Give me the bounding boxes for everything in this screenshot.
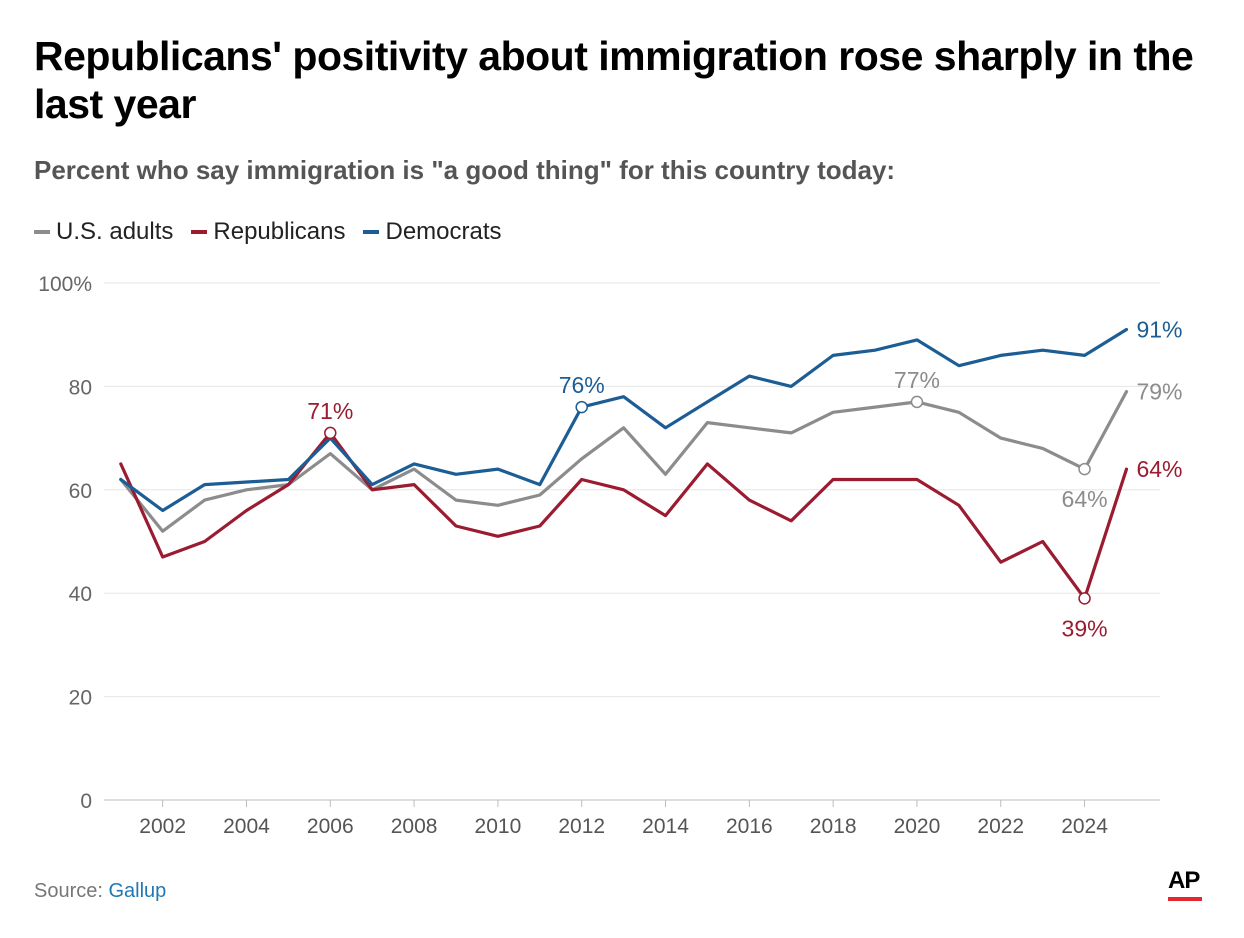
annotation-marker-u-s-adults-2020	[910, 395, 924, 409]
chart-subtitle: Percent who say immigration is "a good t…	[34, 155, 896, 185]
x-tick-label-2010: 2010	[475, 815, 522, 838]
y-tick-label-60: 60	[69, 480, 92, 503]
annotation-marker-republicans-2006	[324, 426, 337, 440]
annotation-label-u-s-adults-2024: 64%	[1062, 486, 1108, 512]
annotation-layer: 71% 76% 77% 64% 39% 91% 79% 64%	[307, 317, 1182, 642]
y-tick-label-80: 80	[69, 376, 92, 399]
x-tick-label-2004: 2004	[223, 815, 270, 838]
legend-swatch-republicans	[191, 230, 208, 234]
legend-swatch-us-adults	[34, 230, 50, 234]
annotation-label-democrats-2025: 91%	[1136, 317, 1182, 343]
ap-logo-text: AP	[1168, 867, 1200, 894]
x-tick-label-2014: 2014	[642, 815, 689, 838]
annotation-label-republicans-2025: 64%	[1136, 456, 1182, 482]
annotation-label-u-s-adults-2020: 77%	[894, 367, 940, 393]
x-tick-label-2016: 2016	[726, 815, 773, 838]
x-tick-label-2024: 2024	[1061, 815, 1108, 838]
annotation-marker-republicans-2024	[1078, 592, 1091, 605]
chart-title: Republicans' positivity about immigratio…	[34, 33, 1194, 127]
series-line-u-s-adults	[119, 390, 1129, 533]
grid-layer: 0 20 40 60 80 100%	[38, 273, 1160, 813]
x-tick-label-2006: 2006	[307, 815, 354, 838]
annotation-label-u-s-adults-2025: 79%	[1136, 379, 1182, 405]
legend-item-us-adults: U.S. adults	[34, 218, 173, 246]
series-line-republicans	[119, 431, 1129, 601]
y-tick-label-20: 20	[69, 687, 92, 710]
x-axis: 2002 2004 2006 2008 2010 2012 2014 2016 2018 2020…	[139, 800, 1108, 838]
legend-label-democrats: Democrats	[385, 218, 502, 245]
annotation-label-republicans-2024: 39%	[1062, 615, 1108, 641]
x-tick-label-2022: 2022	[977, 815, 1024, 838]
series-layer	[119, 327, 1129, 601]
ap-logo: AP	[1168, 868, 1202, 901]
annotation-label-democrats-2012: 76%	[559, 372, 605, 398]
annotation-marker-u-s-adults-2024	[1078, 462, 1091, 476]
x-tick-label-2018: 2018	[810, 815, 857, 838]
legend-label-republicans: Republicans	[213, 218, 346, 245]
y-tick-label-100: 100%	[38, 273, 92, 296]
y-tick-label-0: 0	[80, 790, 92, 813]
ap-logo-bar	[1168, 897, 1202, 901]
y-tick-label-40: 40	[69, 583, 92, 606]
legend-item-democrats: Democrats	[363, 218, 502, 246]
legend-label-us-adults: U.S. adults	[56, 218, 174, 245]
annotation-label-republicans-2006: 71%	[307, 398, 353, 424]
source-link[interactable]: Gallup	[108, 880, 167, 902]
legend-swatch-democrats	[363, 230, 380, 234]
x-tick-label-2012: 2012	[558, 815, 605, 838]
annotation-marker-democrats-2012	[575, 400, 588, 414]
x-tick-label-2020: 2020	[894, 815, 941, 838]
legend: U.S. adults Republicans Democrats	[34, 218, 520, 246]
x-tick-label-2002: 2002	[139, 815, 186, 838]
source-note: Source: Gallup	[34, 880, 166, 903]
series-line-democrats	[119, 327, 1129, 513]
source-prefix: Source:	[34, 880, 109, 902]
legend-item-republicans: Republicans	[191, 218, 345, 246]
x-tick-label-2008: 2008	[391, 815, 438, 838]
